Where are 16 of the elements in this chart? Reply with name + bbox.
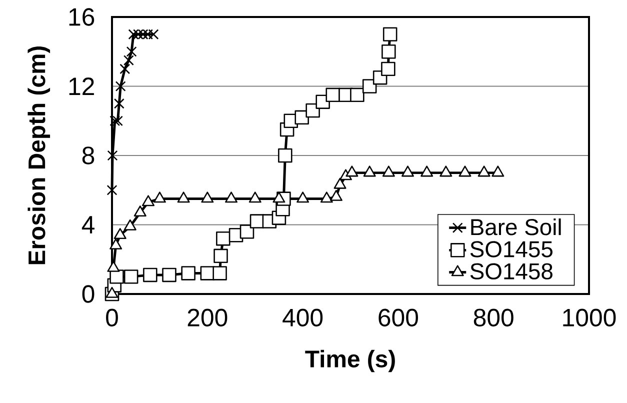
y-tick-label: 4 (82, 216, 94, 234)
x-tick-label: 600 (378, 308, 418, 326)
legend-label: SO1458 (470, 263, 552, 280)
x-tick-label: 400 (282, 308, 323, 326)
x-axis-title: Time (s) (305, 350, 395, 372)
x-tick-label: 200 (188, 308, 228, 326)
y-axis-title: Erosion Depth (cm) (28, 46, 50, 264)
y-tick-label: 8 (82, 146, 94, 164)
x-tick-label: 800 (474, 308, 514, 326)
x-tick-label: 0 (106, 308, 118, 326)
legend-label: Bare Soil (471, 218, 561, 236)
y-tick-label: 0 (82, 285, 94, 303)
y-tick-label: 12 (69, 78, 94, 95)
y-tick-label: 16 (69, 8, 94, 26)
x-tick-label: 1000 (563, 308, 616, 326)
legend-label: SO1455 (470, 241, 552, 258)
